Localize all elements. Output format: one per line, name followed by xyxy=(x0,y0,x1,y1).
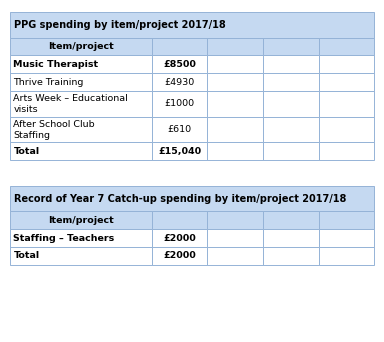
Bar xyxy=(263,91,319,117)
Bar xyxy=(10,211,152,229)
Bar xyxy=(152,247,207,265)
Bar xyxy=(152,211,207,229)
Text: Music Therapist: Music Therapist xyxy=(13,60,99,69)
Text: Item/project: Item/project xyxy=(48,216,114,225)
Bar xyxy=(263,55,319,73)
Bar xyxy=(207,142,263,160)
Bar xyxy=(263,229,319,247)
Text: £15,040: £15,040 xyxy=(158,147,201,156)
Bar xyxy=(319,211,374,229)
Text: Record of Year 7 Catch-up spending by item/project 2017/18: Record of Year 7 Catch-up spending by it… xyxy=(14,194,347,203)
Text: Total: Total xyxy=(13,251,40,260)
Bar xyxy=(152,142,207,160)
Bar xyxy=(152,229,207,247)
Bar xyxy=(207,73,263,91)
Text: Staffing – Teachers: Staffing – Teachers xyxy=(13,234,115,242)
Text: PPG spending by item/project 2017/18: PPG spending by item/project 2017/18 xyxy=(14,20,226,30)
Bar xyxy=(10,117,152,142)
Bar xyxy=(263,142,319,160)
Text: Staffing: Staffing xyxy=(13,131,50,140)
Bar xyxy=(10,12,374,38)
Text: Thrive Training: Thrive Training xyxy=(13,78,84,87)
Bar xyxy=(319,38,374,55)
Text: £2000: £2000 xyxy=(163,234,196,242)
Bar xyxy=(319,55,374,73)
Bar xyxy=(207,38,263,55)
Bar xyxy=(319,229,374,247)
Bar xyxy=(152,117,207,142)
Bar xyxy=(152,55,207,73)
Bar xyxy=(152,38,207,55)
Bar xyxy=(319,73,374,91)
Bar xyxy=(207,229,263,247)
Bar xyxy=(319,247,374,265)
Bar xyxy=(319,142,374,160)
Bar xyxy=(207,117,263,142)
Bar xyxy=(207,91,263,117)
Text: £2000: £2000 xyxy=(163,251,196,260)
Bar xyxy=(10,73,152,91)
Bar xyxy=(10,247,152,265)
Text: Item/project: Item/project xyxy=(48,42,114,51)
Bar xyxy=(207,211,263,229)
Text: £610: £610 xyxy=(167,125,192,134)
Bar xyxy=(152,73,207,91)
Bar xyxy=(10,142,152,160)
Text: £1000: £1000 xyxy=(164,99,195,108)
Text: £8500: £8500 xyxy=(163,60,196,69)
Bar xyxy=(263,73,319,91)
Bar xyxy=(10,38,152,55)
Text: visits: visits xyxy=(13,105,38,114)
Bar xyxy=(10,91,152,117)
Text: £4930: £4930 xyxy=(164,78,195,87)
Bar xyxy=(10,229,152,247)
Bar xyxy=(263,117,319,142)
Text: Total: Total xyxy=(13,147,40,156)
Bar xyxy=(207,55,263,73)
Bar xyxy=(319,117,374,142)
Bar xyxy=(263,247,319,265)
Text: Arts Week – Educational: Arts Week – Educational xyxy=(13,94,128,103)
Bar xyxy=(319,91,374,117)
Bar xyxy=(263,38,319,55)
Bar xyxy=(10,186,374,211)
Text: After School Club: After School Club xyxy=(13,120,95,129)
Bar xyxy=(207,247,263,265)
Bar xyxy=(10,55,152,73)
Bar xyxy=(152,91,207,117)
Bar xyxy=(263,211,319,229)
